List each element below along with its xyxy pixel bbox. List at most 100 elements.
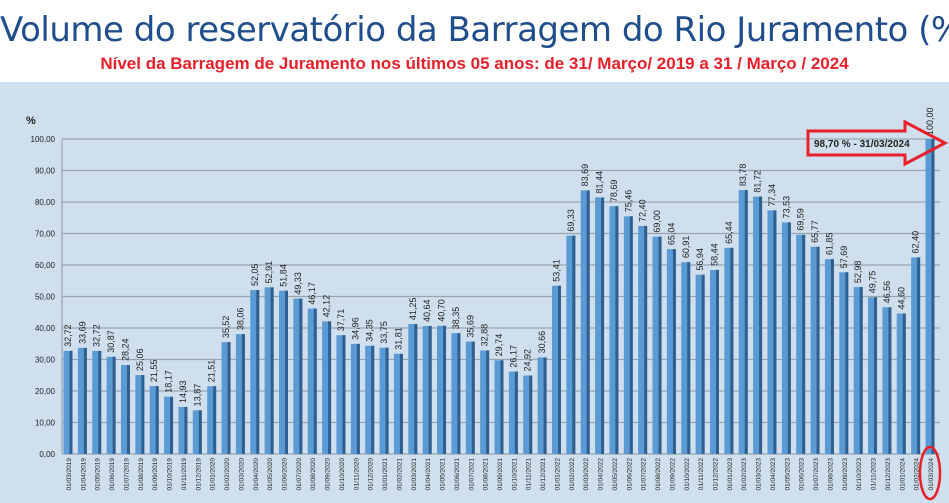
bar-side <box>615 206 619 454</box>
bars <box>63 139 935 455</box>
x-tick-label: 01/11/2022 <box>698 458 705 490</box>
data-label: 33,69 <box>77 321 87 344</box>
bar <box>63 350 73 454</box>
data-label: 30,66 <box>537 331 547 354</box>
bar <box>365 345 375 454</box>
y-tick-label: 60,00 <box>35 261 56 270</box>
data-label: 35,52 <box>221 316 231 339</box>
bar <box>92 350 102 454</box>
bar-side <box>687 262 691 454</box>
data-label: 34,35 <box>365 319 375 342</box>
data-label: 56,94 <box>695 248 705 271</box>
bar-side <box>285 290 288 454</box>
x-tick-label: 01/05/2023 <box>784 458 791 491</box>
bar <box>839 272 849 454</box>
bar-side <box>299 298 303 454</box>
x-tick-label: 01/01/2024 <box>899 458 906 491</box>
data-label: 100,00 <box>925 107 935 135</box>
data-label: 42,12 <box>322 295 332 318</box>
x-tick-label: 01/09/2020 <box>325 458 332 491</box>
data-label: 14,93 <box>178 380 188 403</box>
bar-side <box>371 345 375 454</box>
data-label: 58,44 <box>710 243 720 266</box>
data-label: 83,78 <box>738 164 748 187</box>
bar-side <box>98 350 102 454</box>
bar-side <box>457 333 461 454</box>
bar <box>307 308 317 454</box>
bar-side <box>572 235 576 454</box>
data-label: 44,60 <box>896 287 906 310</box>
x-tick-label: 01/05/2021 <box>440 458 447 491</box>
data-label: 60,91 <box>681 236 691 259</box>
y-tick-label: 40,00 <box>35 324 56 333</box>
bar-side <box>241 334 245 454</box>
bar-side <box>845 272 849 454</box>
bar-side <box>126 365 130 454</box>
x-tick-label: 01/01/2022 <box>554 458 561 491</box>
bar-side <box>701 274 705 454</box>
highlight-ellipse <box>918 445 942 501</box>
data-label: 46,56 <box>882 281 892 304</box>
bar-side <box>112 356 116 454</box>
x-tick-label: 01/01/2021 <box>382 458 389 491</box>
y-tick-label: 80,00 <box>35 198 56 207</box>
bar-side <box>744 190 748 454</box>
x-tick-label: 01/03/2022 <box>583 458 590 491</box>
bar <box>250 290 260 454</box>
bar-side <box>356 343 360 454</box>
annotation-text: 98,70 % - 31/03/2024 <box>814 139 910 150</box>
bar <box>437 325 447 454</box>
y-axis-label: % <box>26 115 36 127</box>
data-label: 28,24 <box>120 339 130 362</box>
bar-side <box>759 196 763 454</box>
data-label: 24,92 <box>523 349 533 372</box>
x-tick-label: 01/06/2020 <box>282 458 289 491</box>
x-tick-label: 01/05/2020 <box>267 458 274 491</box>
x-tick-label: 01/04/2021 <box>425 458 432 491</box>
bar <box>408 324 418 454</box>
bar <box>652 236 662 454</box>
bar-side <box>428 325 432 454</box>
x-tick-label: 01/06/2023 <box>799 458 806 491</box>
y-tick-labels: 0,00 10,00 20,00 30,00 40,00 50,00 60,00 70,00 8… <box>31 135 56 459</box>
bar-side <box>256 290 260 454</box>
data-label: 77,34 <box>767 184 777 207</box>
data-label: 30,87 <box>106 330 116 353</box>
x-tick-label: 01/09/2023 <box>842 458 849 491</box>
chart-subtitle: Nível da Barragem de Juramento nos últim… <box>100 54 849 73</box>
bar <box>781 222 791 454</box>
x-tick-label: 01/02/2023 <box>741 458 748 491</box>
bar-side <box>787 222 791 454</box>
bar-side <box>716 269 719 454</box>
data-label: 46,17 <box>307 282 317 305</box>
bar-side <box>931 139 935 454</box>
bar-side <box>198 410 202 454</box>
bar <box>537 357 547 454</box>
bar <box>523 375 533 454</box>
x-tick-label: 01/12/2023 <box>885 458 892 491</box>
x-tick-label: 01/04/2023 <box>770 458 777 491</box>
data-label: 49,75 <box>868 271 878 294</box>
bar <box>911 257 921 454</box>
bar <box>896 313 906 454</box>
y-tick-label: 10,00 <box>35 419 56 428</box>
bar <box>221 342 231 454</box>
bar-side <box>443 325 447 454</box>
data-label: 13,87 <box>192 384 202 407</box>
data-label: 32,72 <box>92 324 102 347</box>
x-tick-label: 01/02/2024 <box>914 458 921 491</box>
y-tick-label: 30,00 <box>35 356 56 365</box>
x-tick-label: 01/04/2020 <box>253 458 260 491</box>
data-label: 65,44 <box>724 221 734 244</box>
x-tick-label: 01/10/2020 <box>339 458 346 491</box>
x-tick-label: 01/01/2023 <box>727 458 734 491</box>
bar-side <box>227 342 231 454</box>
x-tick-label: 01/07/2020 <box>296 458 303 491</box>
bar <box>120 365 130 454</box>
data-label: 81,72 <box>753 170 763 193</box>
data-label: 33,75 <box>379 321 389 344</box>
x-tick-label: 01/06/2019 <box>109 458 116 491</box>
x-tick-label: 01/03/2023 <box>756 458 763 491</box>
y-tick-label: 100,00 <box>31 135 56 144</box>
bar <box>480 350 490 454</box>
